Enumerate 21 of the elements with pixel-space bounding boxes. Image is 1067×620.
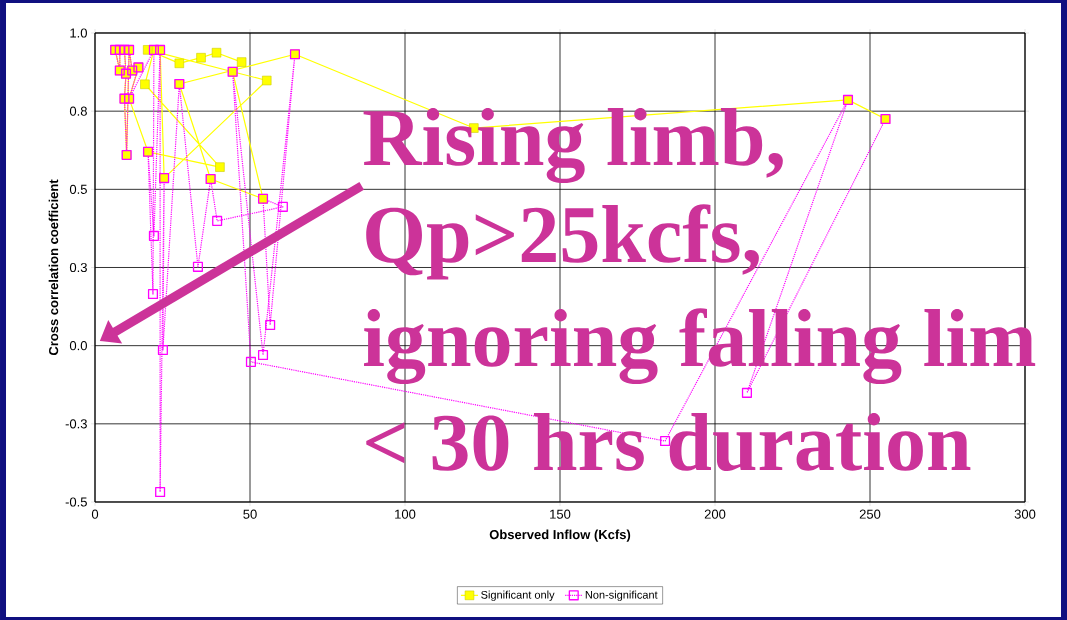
y-tick-label: 0.0 (69, 341, 87, 351)
y-tick-label: -0.5 (65, 497, 87, 507)
legend-label: Significant only (481, 590, 555, 601)
annotation: Qp>25kcfs, (366, 204, 759, 280)
y-tick-label: 0.8 (69, 106, 87, 116)
x-tick-label: 200 (704, 509, 726, 519)
y-tick-label: 0.5 (69, 184, 87, 194)
legend-label: Non-significant (585, 590, 658, 601)
x-tick-label: 250 (859, 509, 881, 519)
x-tick-label: 150 (550, 509, 571, 519)
y-tick-label: 0.3 (69, 262, 87, 273)
x-tick-label: 50 (243, 509, 257, 519)
x-tick-label: 0 (91, 509, 99, 519)
annotation: Rising limb, (363, 108, 783, 184)
x-tick-label: 100 (395, 509, 416, 519)
annotation: < 30 hrs duration (366, 413, 971, 471)
x-tick-label: 300 (1014, 509, 1036, 519)
y-axis-title: Cross correlation coefficient (48, 179, 59, 356)
y-tick-label: -0.3 (65, 419, 87, 429)
x-axis-title: Observed Inflow (Kcfs) (489, 529, 631, 542)
y-tick-label: 1.0 (70, 28, 87, 38)
